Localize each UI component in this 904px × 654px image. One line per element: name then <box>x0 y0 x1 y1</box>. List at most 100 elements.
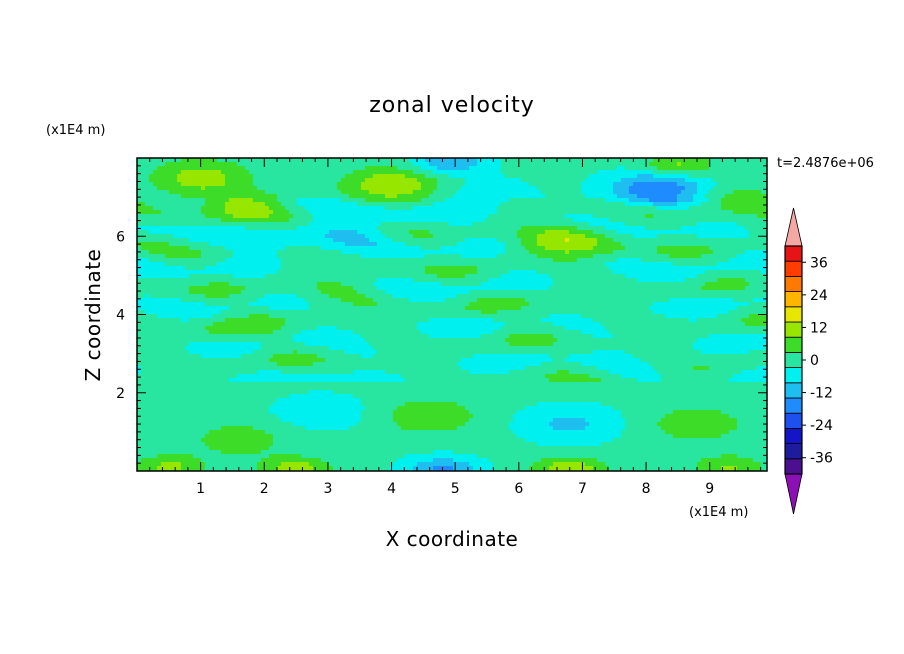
field-cell <box>257 370 282 375</box>
field-cell <box>441 282 482 287</box>
field-cell <box>657 206 690 211</box>
field-cell <box>189 238 334 243</box>
field-cell <box>677 198 694 203</box>
field-cell <box>581 362 650 367</box>
field-cell <box>329 462 394 467</box>
x-unit-label: (x1E4 m) <box>689 505 748 520</box>
field-cell <box>549 314 582 319</box>
field-cell <box>205 294 230 299</box>
field-cell <box>277 254 362 259</box>
field-cell <box>697 318 742 323</box>
field-cell <box>469 418 514 423</box>
field-cell <box>505 174 590 179</box>
field-cell <box>537 234 586 239</box>
field-cell <box>293 334 362 339</box>
field-cell <box>341 190 370 195</box>
field-cell <box>697 186 714 191</box>
field-cell <box>137 162 166 167</box>
field-cell <box>469 166 502 171</box>
field-cell <box>625 202 654 207</box>
field-cell <box>345 174 374 179</box>
field-cell <box>585 178 622 183</box>
field-cell <box>245 226 298 231</box>
field-cell <box>709 162 767 167</box>
field-cell <box>461 186 538 191</box>
field-cell <box>373 354 474 359</box>
field-cell <box>357 422 398 427</box>
field-cell <box>233 250 278 255</box>
field-cell <box>529 466 550 471</box>
field-cell <box>225 202 266 207</box>
field-cell <box>729 378 767 383</box>
field-cell <box>189 342 262 347</box>
field-cell <box>645 226 682 231</box>
y-tick-label: 2 <box>116 386 125 402</box>
field-cell <box>249 314 270 319</box>
field-cell <box>729 258 767 263</box>
field-cell <box>145 202 206 207</box>
field-cell <box>453 450 767 455</box>
field-cell <box>269 206 286 211</box>
field-cell <box>605 326 767 331</box>
field-cell <box>137 210 162 215</box>
field-cell <box>297 202 358 207</box>
field-cell <box>701 202 722 207</box>
field-cell <box>253 350 294 355</box>
field-cell <box>289 210 310 215</box>
colorbar-under-arrow <box>784 473 803 515</box>
field-cell <box>185 346 262 351</box>
field-cell <box>137 182 154 187</box>
field-cell <box>369 190 414 195</box>
field-cell <box>709 246 767 251</box>
field-cell <box>557 370 570 375</box>
field-cell <box>357 290 386 295</box>
field-cell <box>413 234 434 239</box>
field-cell <box>481 282 554 287</box>
field-cell <box>373 282 442 287</box>
field-cell <box>405 242 458 247</box>
field-cell <box>501 326 566 331</box>
field-cell <box>509 370 558 375</box>
field-cell <box>313 362 458 367</box>
field-cell <box>137 350 190 355</box>
field-cell <box>593 466 610 471</box>
field-cell <box>489 278 554 283</box>
field-cell <box>733 190 762 195</box>
field-cell <box>617 258 642 263</box>
colorbar-tick-label: -36 <box>810 451 833 467</box>
field-cell <box>433 450 454 455</box>
field-cell <box>361 254 426 259</box>
field-cell <box>501 158 654 163</box>
field-cell <box>137 178 150 183</box>
field-cell <box>737 222 767 227</box>
field-cell <box>165 254 202 259</box>
field-cell <box>425 254 462 259</box>
field-cell <box>509 426 554 431</box>
field-cell <box>641 258 730 263</box>
field-cell <box>465 406 526 411</box>
field-cell <box>469 302 530 307</box>
field-cell <box>549 422 590 427</box>
field-cell <box>517 230 546 235</box>
field-cell <box>281 462 310 467</box>
velocity-field <box>137 158 767 471</box>
field-cell <box>605 262 674 267</box>
field-cell <box>449 174 506 179</box>
field-cell <box>269 214 294 219</box>
field-cell <box>473 222 590 227</box>
field-cell <box>217 262 282 267</box>
field-cell <box>477 454 722 459</box>
field-cell <box>229 282 318 287</box>
field-cell <box>385 290 470 295</box>
field-cell <box>649 362 767 367</box>
field-cell <box>137 322 214 327</box>
field-cell <box>393 462 418 467</box>
colorbar-tick-label: 24 <box>810 288 828 304</box>
field-cell <box>501 170 598 175</box>
field-cell <box>429 318 494 323</box>
field-cell <box>177 178 226 183</box>
field-cell <box>285 318 430 323</box>
field-cell <box>137 234 174 239</box>
field-cell <box>161 462 182 467</box>
field-cell <box>137 354 202 359</box>
